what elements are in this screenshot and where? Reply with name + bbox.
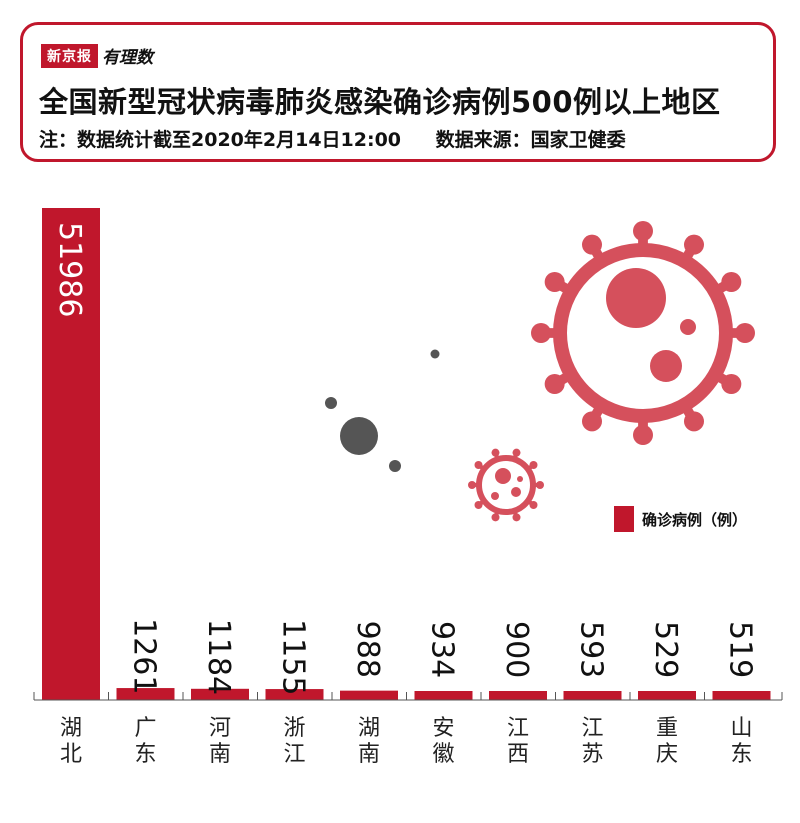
virus-spike-knob <box>721 272 742 292</box>
legend-label: 确诊病例（例） <box>642 510 748 529</box>
value-label-1: 1261 <box>127 618 162 694</box>
virus-blob <box>606 268 666 328</box>
virus-spike-knob <box>544 374 565 394</box>
category-label-0: 湖北 <box>59 716 82 767</box>
legend: 确诊病例（例） <box>614 506 747 532</box>
category-label-1: 广东 <box>134 716 157 767</box>
value-label-9: 519 <box>723 621 758 678</box>
virus-blob <box>511 487 521 497</box>
virus-spike-knob <box>684 234 704 255</box>
header-box: 新京报 有理数 全国新型冠状病毒肺炎感染确诊病例500例以上地区 注：数据统计截… <box>20 22 776 162</box>
virus-spike-knob <box>468 481 476 489</box>
dot-small <box>325 397 337 409</box>
virus-spike-knob <box>491 513 500 522</box>
chart-title: 全国新型冠状病毒肺炎感染确诊病例500例以上地区 <box>39 85 721 119</box>
virus-blob <box>650 350 682 382</box>
virus-body <box>553 243 733 423</box>
virus-small-icon <box>468 448 544 522</box>
virus-blob <box>495 468 511 484</box>
virus-body <box>476 455 536 515</box>
value-label-0: 51986 <box>52 222 87 317</box>
virus-large-icon <box>531 221 755 445</box>
category-label-3: 浙江 <box>283 716 306 767</box>
category-label-9: 山东 <box>730 716 753 767</box>
value-label-4: 988 <box>350 621 385 678</box>
brand-name: 新京报 <box>41 43 98 68</box>
virus-spike-knob <box>544 272 565 292</box>
category-label-2: 河南 <box>208 716 231 767</box>
dot-tiny <box>430 349 440 359</box>
category-label-5: 安徽 <box>432 716 455 767</box>
value-label-3: 1155 <box>276 619 311 695</box>
category-label-6: 江西 <box>506 716 529 767</box>
bars-group: 51986 1261 1184 1155 988 934 900 593 529 519 <box>42 208 771 700</box>
virus-spike-knob <box>633 221 653 241</box>
data-date-note: 注：数据统计截至2020年2月14日12:00 <box>39 129 402 151</box>
bar-4 <box>340 690 398 700</box>
bar-7 <box>563 691 622 700</box>
virus-spike-knob <box>633 425 653 445</box>
virus-spike-knob <box>529 500 538 509</box>
virus-spike-knob <box>529 461 538 470</box>
bar-9 <box>712 691 771 700</box>
value-label-8: 529 <box>648 621 683 678</box>
virus-spike-knob <box>491 448 500 457</box>
bar-5 <box>414 691 473 700</box>
virus-spike-knob <box>536 481 544 489</box>
virus-blob <box>491 492 499 500</box>
bar-8 <box>638 691 696 700</box>
virus-spike-knob <box>474 500 483 509</box>
bar-0 <box>42 208 100 700</box>
virus-blob <box>517 476 523 482</box>
x-axis <box>33 692 783 701</box>
virus-spike-knob <box>721 374 742 394</box>
note-row: 注：数据统计截至2020年2月14日12:00 数据来源：国家卫健委 <box>39 125 626 152</box>
virus-spike-knob <box>512 448 521 457</box>
legend-swatch <box>614 506 634 532</box>
virus-spike-knob <box>531 323 551 343</box>
category-label-7: 江苏 <box>581 716 604 767</box>
virus-spike-knob <box>582 234 602 255</box>
bar-2 <box>191 688 249 700</box>
value-label-7: 593 <box>574 621 609 678</box>
dot-small <box>389 460 401 472</box>
brand-sub: 有理数 <box>102 48 153 68</box>
bar-3 <box>265 689 324 700</box>
virus-spike-knob <box>582 411 602 432</box>
virus-spike-knob <box>684 411 704 432</box>
category-label-8: 重庆 <box>655 716 678 767</box>
bar-1 <box>116 688 175 700</box>
value-label-5: 934 <box>425 621 460 678</box>
dot-large <box>340 417 378 455</box>
value-label-2: 1184 <box>201 619 236 695</box>
data-source-note: 数据来源：国家卫健委 <box>435 129 626 151</box>
decorative-dots <box>325 349 440 472</box>
category-label-4: 湖南 <box>357 716 380 767</box>
virus-spike-knob <box>735 323 755 343</box>
value-label-6: 900 <box>499 621 534 678</box>
virus-spike-knob <box>512 513 521 522</box>
bar-6 <box>489 691 547 700</box>
virus-blob <box>680 319 696 335</box>
virus-spike-knob <box>474 461 483 470</box>
brand-logo: 新京报 有理数 <box>41 43 153 68</box>
